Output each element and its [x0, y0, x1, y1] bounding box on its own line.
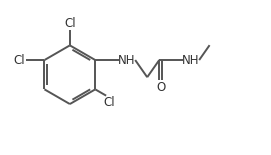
Text: NH: NH — [182, 53, 199, 66]
Text: Cl: Cl — [64, 17, 76, 30]
Text: Cl: Cl — [103, 96, 115, 109]
Text: NH: NH — [118, 53, 136, 66]
Text: O: O — [156, 81, 165, 94]
Text: Cl: Cl — [14, 53, 25, 66]
